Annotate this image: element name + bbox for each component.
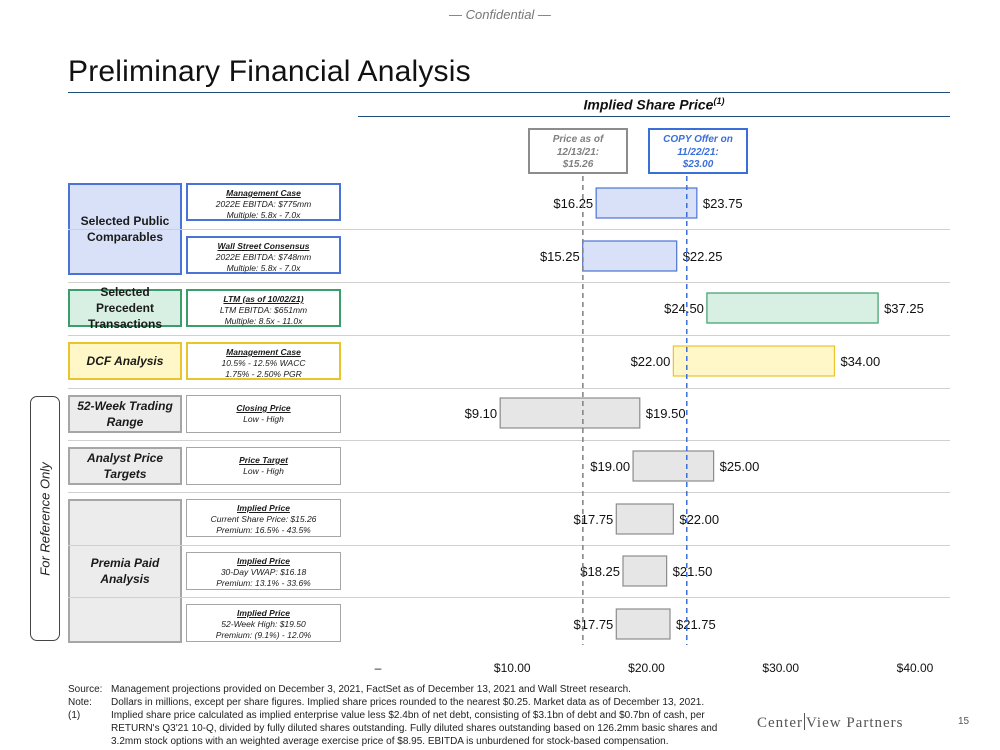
- group-52-week-range: 52-Week Trading Range: [68, 395, 182, 433]
- range-bar: [615, 608, 671, 640]
- range-bar: [672, 345, 836, 377]
- bar-low-label: $22.00: [631, 354, 671, 369]
- footnote-note: Note: Dollars in millions, except per sha…: [68, 697, 705, 708]
- range-bar: [582, 240, 678, 272]
- group-premia-paid: Premia Paid Analysis: [68, 499, 182, 643]
- bar-high-label: $25.00: [720, 459, 760, 474]
- footnote-1: (1) Implied share price calculated as imp…: [68, 710, 718, 747]
- page-number: 15: [958, 716, 970, 727]
- for-reference-only-bracket: For Reference Only: [30, 396, 60, 641]
- group-dcf-analysis: DCF Analysis: [68, 342, 182, 380]
- bar-high-label: $22.25: [683, 249, 723, 264]
- bar-high-label: $37.25: [884, 301, 924, 316]
- row-separator: [68, 545, 950, 546]
- bar-high-label: $21.75: [676, 617, 716, 632]
- bar-high-label: $22.00: [679, 512, 719, 527]
- x-tick-label: $20.00: [628, 661, 665, 675]
- x-tick-label: $10.00: [494, 661, 531, 675]
- method-box: Closing Price Low - High: [186, 395, 341, 433]
- centerview-logo: Center View Partners: [757, 713, 904, 731]
- bar-low-label: $15.25: [540, 249, 580, 264]
- x-tick-label: –: [375, 661, 382, 675]
- row-separator: [68, 492, 950, 493]
- method-box: Implied Price 30-Day VWAP: $16.18 Premium:…: [186, 552, 341, 590]
- chart-title: Implied Share Price(1): [583, 96, 725, 113]
- bar-low-label: $9.10: [465, 406, 498, 421]
- x-tick-label: $30.00: [762, 661, 799, 675]
- method-box: Management Case 2022E EBITDA: $775mm Multi…: [186, 183, 341, 221]
- range-bar: [595, 187, 698, 219]
- chart-title-rule: [358, 116, 950, 117]
- offer-price-callout: COPY Offer on 11/22/21: $23.00: [648, 128, 748, 174]
- row-separator: [68, 335, 950, 336]
- method-box: Price Target Low - High: [186, 447, 341, 485]
- method-box: Implied Price 52-Week High: $19.50 Premium…: [186, 604, 341, 642]
- bar-low-label: $19.00: [590, 459, 630, 474]
- bar-low-label: $17.75: [574, 617, 614, 632]
- bar-high-label: $21.50: [673, 564, 713, 579]
- range-bar: [632, 450, 715, 482]
- footnote-source: Source: Management projections provided o…: [68, 684, 631, 695]
- bar-low-label: $18.25: [580, 564, 620, 579]
- row-separator: [68, 229, 950, 230]
- method-box: LTM (as of 10/02/21) LTM EBITDA: $651mm Mu…: [186, 289, 341, 327]
- method-box: Implied Price Current Share Price: $15.26…: [186, 499, 341, 537]
- range-bar: [706, 292, 879, 324]
- row-separator: [68, 440, 950, 441]
- bar-low-label: $17.75: [574, 512, 614, 527]
- range-bar: [622, 555, 668, 587]
- current-price-callout: Price as of 12/13/21: $15.26: [528, 128, 628, 174]
- row-separator: [68, 388, 950, 389]
- method-box: Management Case 10.5% - 12.5% WACC 1.75% -…: [186, 342, 341, 380]
- bar-high-label: $19.50: [646, 406, 686, 421]
- title-rule: [68, 92, 950, 93]
- page-title: Preliminary Financial Analysis: [68, 55, 471, 88]
- bar-high-label: $34.00: [840, 354, 880, 369]
- confidential-label: — Confidential —: [449, 7, 551, 22]
- bar-high-label: $23.75: [703, 196, 743, 211]
- row-separator: [68, 282, 950, 283]
- footnotes: Source: Management projections provided o…: [68, 683, 748, 748]
- bar-low-label: $24.50: [664, 301, 704, 316]
- bar-low-label: $16.25: [553, 196, 593, 211]
- range-bar: [615, 503, 674, 535]
- method-box: Wall Street Consensus 2022E EBITDA: $748m…: [186, 236, 341, 274]
- group-precedent-transactions: Selected Precedent Transactions: [68, 285, 182, 331]
- range-bar: [499, 397, 641, 429]
- x-tick-label: $40.00: [897, 661, 934, 675]
- group-analyst-targets: Analyst Price Targets: [68, 447, 182, 485]
- row-separator: [68, 597, 950, 598]
